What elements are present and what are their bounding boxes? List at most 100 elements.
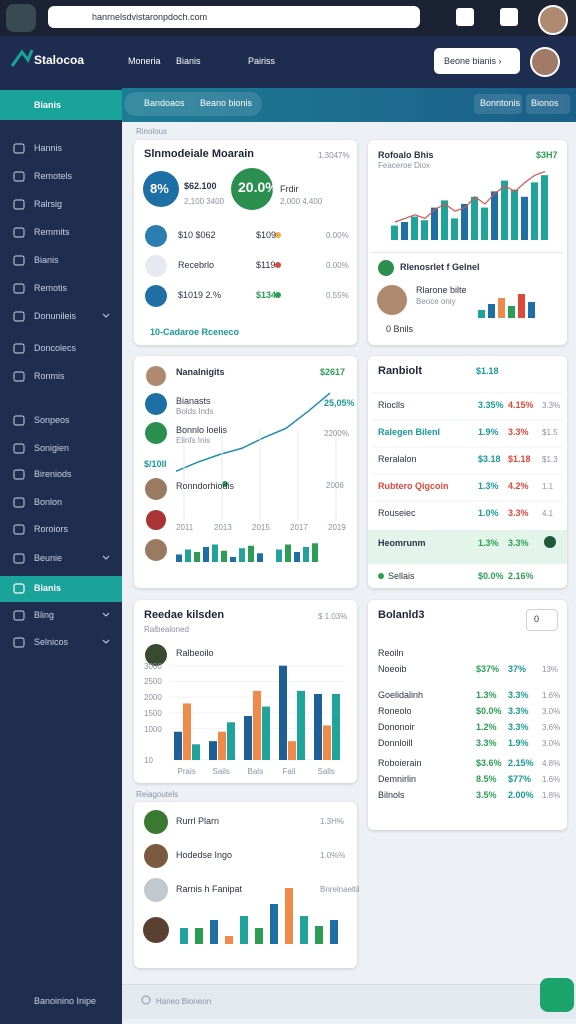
tab: Beano bionis — [200, 98, 253, 108]
label: 4.1 — [542, 509, 554, 518]
sidebar-item: Roroiors — [34, 524, 69, 534]
label: $62.100 — [184, 181, 217, 191]
label: 2.16% — [508, 571, 534, 581]
label: 1.9% — [478, 427, 499, 437]
label: Dononoir — [378, 722, 415, 732]
sidebar-item: Doncolecs — [34, 343, 77, 353]
label: $1.18 — [508, 454, 531, 464]
label: 1.0% — [478, 508, 499, 518]
sidebar-item: Selnicos — [34, 637, 69, 647]
y-tick-label: 2000 — [144, 693, 162, 703]
fab[interactable] — [540, 978, 574, 1012]
label: 2,000 4,400 — [280, 197, 323, 206]
home-icon[interactable] — [456, 8, 474, 26]
label: $0.0% — [476, 706, 502, 716]
card — [134, 140, 357, 345]
label: Rubtero Qigcoin — [378, 481, 449, 491]
label: 2200% — [324, 429, 349, 438]
subtitle: Ralbealoned — [144, 625, 189, 634]
sidebar-item: Bireniods — [34, 469, 72, 479]
bell-icon[interactable] — [500, 8, 518, 26]
sidebar-item: Beunie — [34, 553, 63, 563]
search-bar[interactable] — [122, 984, 576, 1019]
tab: Bandoaos — [144, 98, 185, 108]
subcard — [372, 252, 563, 341]
label: 1.0%% — [320, 851, 346, 860]
label: $109 — [256, 230, 277, 240]
url-field[interactable] — [48, 6, 420, 28]
label: 2,100 3400 — [184, 197, 225, 206]
x-tick-label: Sails — [212, 767, 230, 776]
subtitle: Rlenosrlet f Gelnel — [400, 262, 480, 272]
label: 25,05% — [324, 398, 355, 408]
label: Recebrlo — [178, 260, 215, 270]
label: Reoiln — [378, 648, 404, 658]
action[interactable] — [526, 94, 570, 114]
card-title: Nanalnigits — [176, 367, 225, 377]
y-tick-label: 1500 — [144, 708, 162, 718]
sidebar-item: Donunileis — [34, 311, 77, 321]
sidebar-item: Remotels — [34, 171, 73, 181]
label: Roboierain — [378, 758, 422, 768]
sidebar-footer: Banoinino Inipe — [34, 996, 97, 1006]
x-tick-label: 2019 — [328, 523, 346, 532]
label: Goelidalinh — [378, 690, 424, 700]
label: $1019 2.% — [178, 290, 222, 300]
sidebar-item: Ralrsig — [34, 199, 63, 209]
nav-item: Bianis — [176, 56, 201, 66]
action[interactable] — [474, 94, 522, 114]
avatar[interactable] — [530, 47, 560, 77]
label: Elinfs Inis — [176, 436, 211, 445]
y-tick-label: 1000 — [144, 724, 162, 734]
highlight-row[interactable] — [368, 530, 567, 564]
sidebar-item: Remotis — [34, 283, 68, 293]
card — [134, 356, 357, 588]
action-label: Bionos — [531, 98, 559, 108]
label: Bilnols — [378, 790, 405, 800]
label: 3.3% — [508, 690, 529, 700]
url: hanrnelsdvistaronpdoch.com — [92, 12, 208, 22]
app-icon[interactable] — [6, 4, 36, 32]
label: 8.5% — [476, 774, 497, 784]
label: 3.3% — [476, 738, 497, 748]
label: Bolds Inds — [176, 407, 214, 416]
label: 3.3% — [508, 427, 529, 437]
section-label: Reiagoutels — [136, 790, 179, 799]
avatar[interactable] — [538, 5, 568, 35]
label: $119 — [256, 260, 276, 270]
label: Demnirlin — [378, 774, 417, 784]
x-tick-label: Salls — [317, 767, 335, 776]
label: 3.6% — [542, 723, 561, 732]
label: 4.2% — [508, 481, 529, 491]
label: 4.15% — [508, 400, 534, 410]
label: Bnrelnaeltil — [320, 885, 360, 894]
label: 2006 — [326, 481, 344, 490]
label: 1.1 — [542, 482, 554, 491]
sidebar-item: Hannis — [34, 143, 63, 153]
card-title: Rofoalo Bhis — [378, 150, 434, 160]
label: 3.3% — [508, 722, 529, 732]
label: Frdir — [280, 184, 299, 194]
label: 3.0% — [542, 739, 561, 748]
label: $134 — [256, 290, 277, 300]
sidebar-active-top[interactable] — [0, 90, 122, 120]
label: 37% — [508, 664, 527, 674]
dropdown[interactable] — [526, 609, 558, 631]
tab-group[interactable] — [124, 92, 262, 116]
corner: $ 1.03% — [318, 612, 348, 621]
pill[interactable] — [434, 48, 520, 74]
card-title: Reedae kilsden — [144, 609, 225, 621]
label: $1.5 — [542, 428, 558, 437]
subtitle: Feaceroe Diox — [378, 161, 431, 170]
label: 1.6% — [542, 691, 561, 700]
label: 0.55% — [326, 291, 349, 300]
label: Heomrunm — [378, 538, 426, 548]
label: 3.35% — [478, 400, 504, 410]
kpi: 8% — [150, 181, 169, 196]
label: 1.3% — [478, 481, 499, 491]
label: $3.6% — [476, 758, 502, 768]
sidebar-item: Sonigien — [34, 443, 70, 453]
sidebar-item: Bianis — [34, 100, 62, 110]
pill-label: Beone bianis › — [444, 56, 502, 66]
